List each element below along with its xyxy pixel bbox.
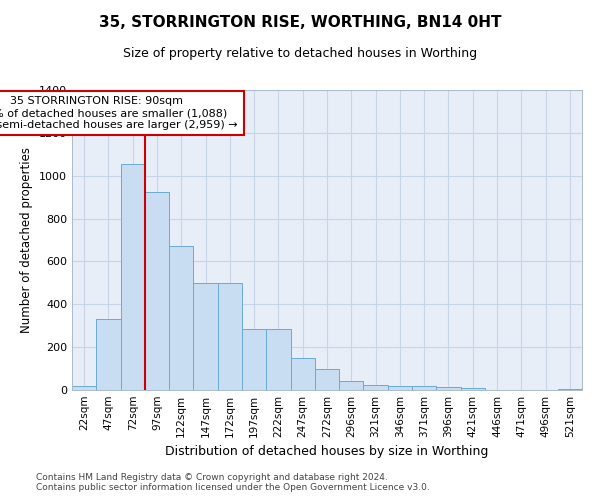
Text: 35, STORRINGTON RISE, WORTHING, BN14 0HT: 35, STORRINGTON RISE, WORTHING, BN14 0HT [99,15,501,30]
Bar [558,389,582,390]
Bar [266,329,290,390]
Text: Contains HM Land Registry data © Crown copyright and database right 2024.
Contai: Contains HM Land Registry data © Crown c… [36,473,430,492]
Y-axis label: Number of detached properties: Number of detached properties [20,147,34,333]
Bar [72,386,96,390]
Bar [436,387,461,390]
Bar [339,382,364,390]
Bar [388,386,412,390]
Text: 35 STORRINGTON RISE: 90sqm
← 27% of detached houses are smaller (1,088)
73% of s: 35 STORRINGTON RISE: 90sqm ← 27% of deta… [0,96,238,130]
Bar [169,246,193,390]
X-axis label: Distribution of detached houses by size in Worthing: Distribution of detached houses by size … [166,446,488,458]
Bar [121,164,145,390]
Bar [193,283,218,390]
Bar [315,368,339,390]
Bar [290,358,315,390]
Bar [461,388,485,390]
Bar [364,386,388,390]
Bar [218,283,242,390]
Bar [96,320,121,390]
Text: Size of property relative to detached houses in Worthing: Size of property relative to detached ho… [123,48,477,60]
Bar [242,329,266,390]
Bar [145,192,169,390]
Bar [412,386,436,390]
